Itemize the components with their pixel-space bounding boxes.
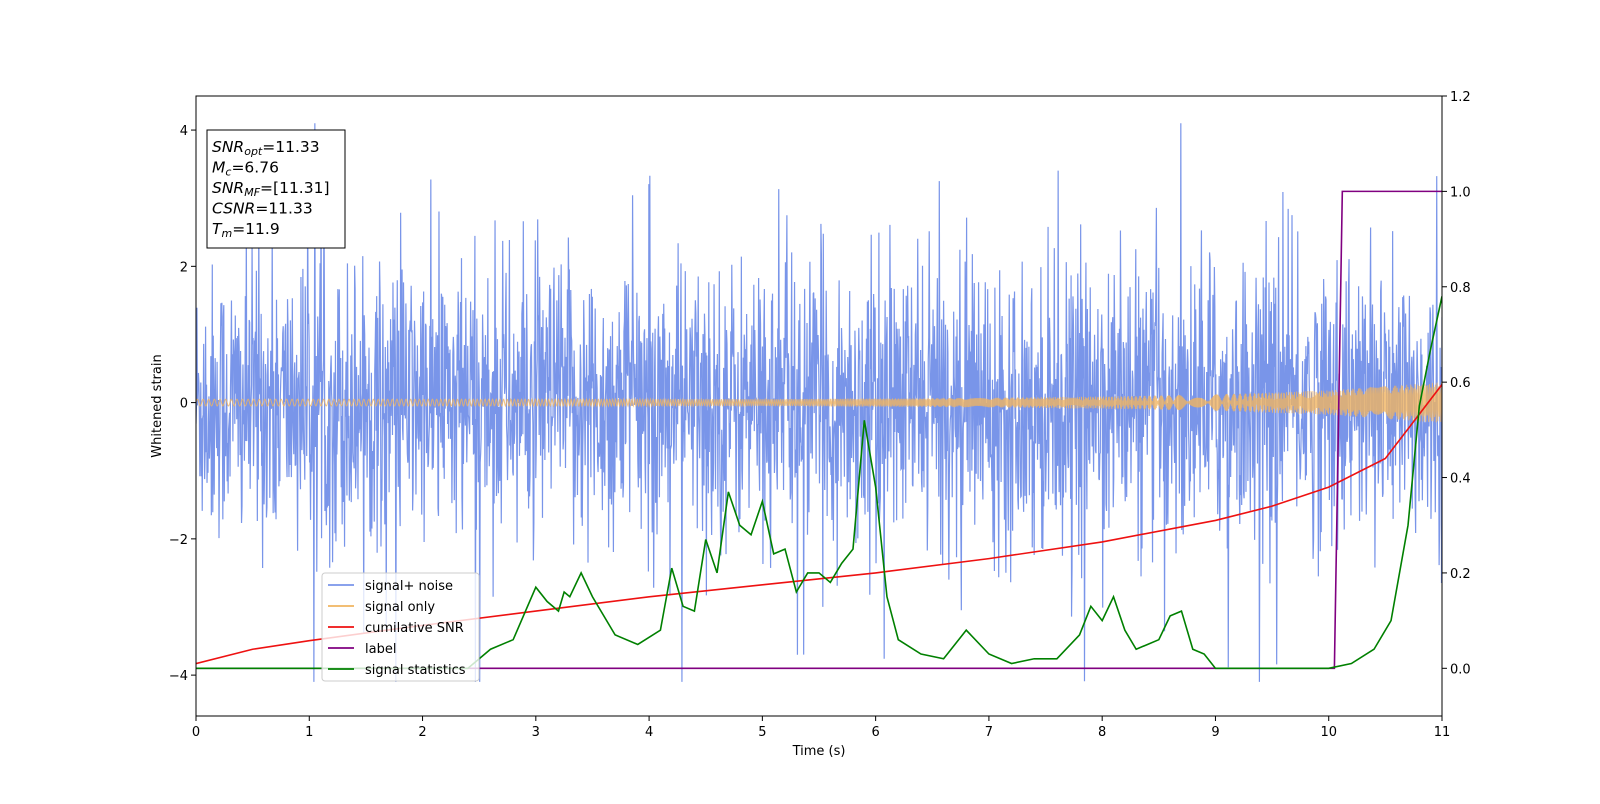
x-tick-label: 10 [1320,725,1337,740]
legend: signal+ noise signal only cumilative SNR la… [321,572,480,682]
legend-frame [321,572,480,682]
x-axis-title: Time (s) [792,744,846,759]
x-tick-label: 1 [305,725,313,740]
x-tick-label: 7 [985,725,993,740]
legend-label: signal+ noise [365,579,453,594]
y-left-tick-label: −4 [169,669,188,684]
y-right-tick-label: 1.0 [1450,185,1471,200]
info-line: CSNR=11.33 [212,200,313,218]
y-left-tick-label: 4 [180,124,188,139]
x-tick-label: 5 [758,725,766,740]
y-left-tick-label: 2 [180,260,188,275]
series-label [196,190,1442,670]
y-left-tick-label: 0 [180,397,188,412]
x-tick-label: 6 [871,725,879,740]
info-line: SNRMF=[11.31] [212,179,330,199]
y-right-tick-label: 0.2 [1450,567,1471,582]
legend-label: signal statistics [365,663,466,678]
axes-layer: 0 1 2 3 4 5 6 7 8 9 10 11 −4 −2 0 2 4 0.0 0.2 0.4 0.6 0.8 1.0 1… [169,90,1471,740]
legend-label: label [365,642,396,657]
y-right-tick-label: 0.4 [1450,472,1471,487]
x-tick-label: 9 [1211,725,1219,740]
y-axis-title: Whitened strain [150,354,165,457]
info-line: Tm=11.9 [212,220,280,240]
series-signal-statistics [196,296,1442,670]
plot-frame [195,95,1443,717]
info-box-frame [206,129,346,249]
info-line: SNRopt=11.33 [212,138,320,158]
legend-label: cumilative SNR [365,621,464,636]
y-left-tick-label: −2 [169,533,188,548]
x-tick-label: 3 [532,725,540,740]
y-right-tick-label: 0.6 [1450,376,1471,391]
y-right-tick-label: 0.8 [1450,281,1471,296]
y-right-tick-label: 1.2 [1450,90,1471,105]
x-tick-label: 0 [192,725,200,740]
series-signal-only [196,382,1442,423]
legend-label: signal only [365,600,435,615]
x-tick-label: 8 [1098,725,1106,740]
x-tick-label: 11 [1434,725,1451,740]
info-box: SNRopt=11.33Mc=6.76SNRMF=[11.31]CSNR=11.… [206,129,346,249]
x-tick-label: 2 [418,725,426,740]
info-line: Mc=6.76 [212,159,279,179]
x-tick-label: 4 [645,725,653,740]
series-signal-noise [196,123,1442,682]
y-right-tick-label: 0.0 [1450,662,1471,677]
